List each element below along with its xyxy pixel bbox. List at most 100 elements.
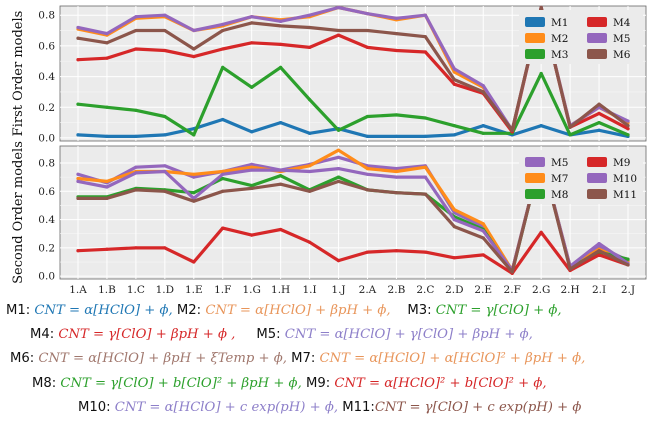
data-point-m9 bbox=[394, 249, 399, 253]
y-axis-title: First Order models bbox=[11, 11, 26, 137]
data-point-m5 bbox=[307, 13, 312, 17]
x-tick-label: 2.E bbox=[474, 284, 492, 296]
legend-swatch-m2 bbox=[525, 33, 545, 43]
data-point-m5 bbox=[192, 28, 196, 33]
data-point-m5 bbox=[250, 162, 254, 166]
x-tick-label: 2.J bbox=[621, 284, 635, 296]
legend-label-m5: M5 bbox=[613, 33, 630, 45]
data-point-m7 bbox=[481, 222, 485, 226]
data-point-m3 bbox=[336, 128, 341, 132]
data-point-m5 bbox=[76, 172, 80, 176]
chart-panel-2: 0.0 0.2 0.4 0.6 0.8 Second Order models M5 M7 M8… bbox=[11, 141, 647, 284]
data-point-m11 bbox=[365, 188, 370, 192]
x-tick-label: 2.F bbox=[504, 284, 521, 296]
data-point-m7 bbox=[192, 172, 196, 176]
data-point-m3 bbox=[423, 116, 427, 120]
data-point-m5 bbox=[626, 119, 630, 123]
equation-line: M8: CNT = γ[ClO] + b[ClO]² + βpH + ϕ, M9… bbox=[32, 375, 547, 393]
legend-swatch-m6 bbox=[587, 49, 607, 59]
data-point-m4 bbox=[76, 58, 80, 62]
data-point-m1 bbox=[365, 134, 370, 138]
data-point-m6 bbox=[423, 35, 427, 39]
data-point-m4 bbox=[307, 45, 312, 50]
legend: M1 M2 M3 M4 M5 M6 bbox=[519, 10, 643, 64]
data-point-m10 bbox=[250, 168, 254, 172]
x-tick-label: 1.C bbox=[127, 284, 145, 296]
data-point-m10 bbox=[452, 217, 456, 222]
data-point-m8 bbox=[279, 174, 283, 178]
legend-label-m3: M3 bbox=[551, 49, 568, 61]
separator: , bbox=[581, 351, 586, 366]
x-tick-label: 1.H bbox=[271, 284, 290, 296]
separator: , bbox=[528, 327, 533, 342]
data-point-m10 bbox=[105, 185, 109, 189]
data-point-m9 bbox=[221, 226, 225, 230]
data-point-m1 bbox=[76, 133, 80, 137]
data-point-m1 bbox=[250, 130, 254, 134]
data-point-m7 bbox=[423, 165, 427, 169]
data-point-m6 bbox=[394, 32, 399, 36]
data-point-m4 bbox=[394, 48, 399, 53]
data-point-m6 bbox=[539, 5, 543, 10]
data-point-m5 bbox=[192, 175, 196, 179]
model-label: M8: bbox=[32, 376, 61, 391]
model-formula: CNT = α[HClO] + ϕ bbox=[34, 303, 169, 318]
data-point-m7 bbox=[452, 208, 456, 212]
data-point-m10 bbox=[134, 171, 138, 175]
data-point-m4 bbox=[279, 42, 283, 46]
data-point-m9 bbox=[192, 260, 196, 264]
equation-line: M4: CNT = γ[ClO] + βpH + ϕ , M5: CNT = α… bbox=[30, 326, 533, 344]
data-point-m9 bbox=[134, 246, 138, 250]
data-point-m6 bbox=[365, 28, 370, 33]
data-point-m9 bbox=[279, 227, 283, 232]
data-point-m5 bbox=[221, 22, 225, 27]
data-point-m4 bbox=[250, 41, 254, 45]
y-tick-label: 0.8 bbox=[38, 157, 55, 169]
separator: , bbox=[297, 376, 306, 391]
data-point-m6 bbox=[336, 28, 341, 33]
data-point-m6 bbox=[481, 90, 485, 94]
equation-line: M10: CNT = α[HClO] + c exp(pH) + ϕ, M11:… bbox=[78, 399, 581, 417]
data-point-m6 bbox=[307, 25, 312, 30]
model-label: M7: bbox=[291, 351, 320, 366]
model-label: M11: bbox=[342, 400, 375, 415]
model-label: M1: bbox=[6, 303, 35, 318]
model-formula: CNT = α[HClO] + c exp(pH) + ϕ bbox=[114, 400, 334, 415]
model-label: M4: bbox=[30, 327, 59, 342]
data-point-m11 bbox=[510, 270, 514, 274]
data-point-m1 bbox=[539, 124, 543, 128]
data-point-m6 bbox=[250, 21, 254, 25]
data-point-m8 bbox=[192, 191, 196, 195]
data-point-m3 bbox=[394, 113, 399, 117]
data-point-m3 bbox=[597, 120, 601, 125]
x-tick-label: 1.G bbox=[242, 284, 260, 296]
data-point-m5 bbox=[452, 67, 456, 71]
data-point-m11 bbox=[394, 191, 399, 195]
separator: , bbox=[542, 376, 547, 391]
y-tick-label: 0.2 bbox=[38, 102, 55, 114]
data-point-m11 bbox=[597, 249, 601, 253]
data-point-m9 bbox=[105, 247, 109, 251]
data-point-m10 bbox=[307, 169, 312, 174]
data-point-m5 bbox=[279, 19, 283, 23]
data-point-m4 bbox=[221, 47, 225, 51]
data-point-m7 bbox=[76, 176, 80, 181]
data-point-m6 bbox=[163, 28, 167, 33]
data-point-m6 bbox=[568, 125, 572, 129]
legend-swatch-m5 bbox=[587, 33, 607, 43]
data-point-m4 bbox=[336, 33, 341, 37]
x-tick-label: 1.B bbox=[98, 284, 116, 296]
separator: , bbox=[282, 351, 292, 366]
data-point-m1 bbox=[481, 124, 485, 128]
data-point-m6 bbox=[105, 41, 109, 45]
separator: , bbox=[168, 303, 177, 318]
data-point-m6 bbox=[134, 28, 138, 33]
legend-label-m10: M10 bbox=[613, 173, 637, 185]
y-tick-label: 0.0 bbox=[38, 271, 55, 283]
data-point-m9 bbox=[539, 230, 543, 234]
data-point-m3 bbox=[568, 133, 572, 137]
model-label: M5: bbox=[256, 327, 285, 342]
data-point-m1 bbox=[105, 134, 109, 138]
